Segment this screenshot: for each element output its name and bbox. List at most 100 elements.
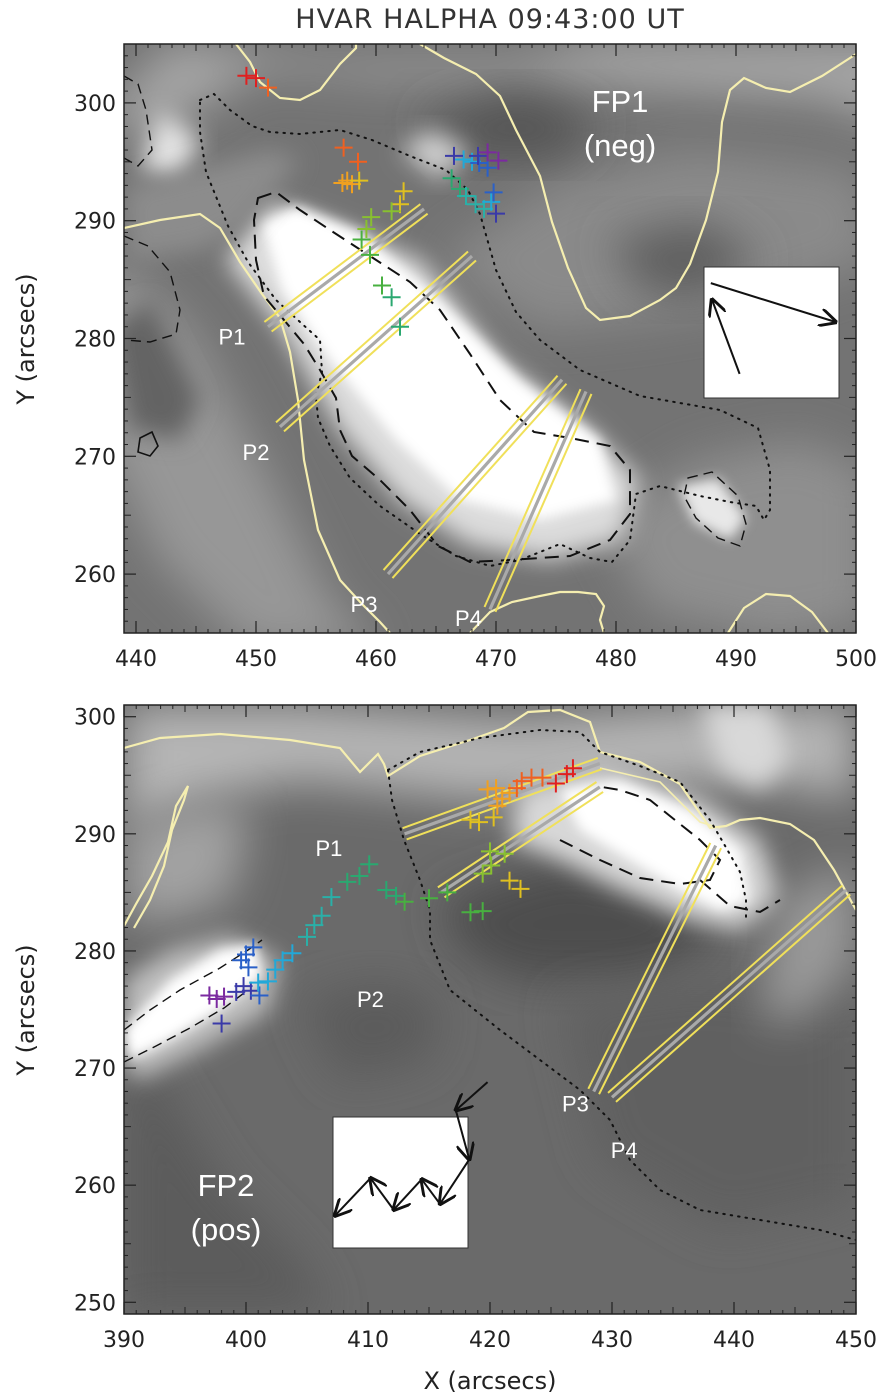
top-kernel-marker <box>470 153 489 172</box>
top-kernel-marker <box>343 175 361 194</box>
top-y-tick-label: 260 <box>74 563 116 588</box>
bottom-panel: P1 P2 P3 P4 FP2 (pos) 390 400 410 420 430 440 450… <box>12 704 877 1395</box>
bottom-kernel-marker <box>234 977 253 996</box>
bottom-kernel-marker <box>470 813 489 832</box>
slit-center <box>440 785 601 894</box>
bottom-kernel-marker <box>239 958 258 977</box>
slit-edge <box>271 212 429 333</box>
top-y-axis-label: Y (arcsecs) <box>12 273 40 405</box>
bottom-x-tick-label: 400 <box>225 1328 267 1353</box>
top-dashed-contour-small <box>683 471 747 547</box>
top-field-contour-upper <box>235 44 358 102</box>
top-kernel-marker <box>489 151 508 170</box>
bottom-kernel-marker <box>322 888 341 907</box>
top-kernel-marker <box>487 204 505 223</box>
bottom-kernel-marker <box>241 981 260 1000</box>
bottom-y-tick-label: 280 <box>74 940 116 965</box>
bottom-kernel-marker <box>481 842 499 861</box>
top-kernel-marker <box>478 158 497 177</box>
bottom-kernel-marker <box>420 889 438 908</box>
bottom-kernel-marker <box>258 972 277 991</box>
bottom-x-tick-label: 450 <box>835 1328 877 1353</box>
bottom-kernel-marker <box>266 960 285 979</box>
slit-center <box>278 254 474 429</box>
top-slit-label-p1: P1 <box>219 324 246 349</box>
top-kernel-marker <box>362 208 381 227</box>
bottom-dotted-contour <box>387 769 856 1241</box>
top-y-tick-label: 290 <box>74 210 116 235</box>
bottom-y-axis-label: Y (arcsecs) <box>12 944 40 1076</box>
top-motion-inset <box>703 266 839 399</box>
top-kernel-marker <box>382 202 401 221</box>
bottom-footpoint-label: FP2 <box>198 1168 255 1203</box>
slit-edge <box>483 388 582 608</box>
bottom-slits <box>402 756 851 1103</box>
bottom-field-contour-upper <box>124 708 856 911</box>
top-slit-label-p3: P3 <box>351 592 378 617</box>
bottom-motion-inset <box>333 1081 489 1249</box>
slit-edge <box>494 393 593 613</box>
top-kernel-marker <box>466 195 485 214</box>
bottom-kernel-marker <box>461 903 480 922</box>
top-kernel-marker <box>391 195 409 214</box>
bottom-motion-arrow <box>454 1109 469 1159</box>
bottom-motion-arrows <box>335 1081 489 1216</box>
bottom-kernel-marker <box>512 772 531 791</box>
bottom-dashed-contour-left2 <box>124 989 249 1063</box>
top-kernel-marker <box>361 245 379 264</box>
slit-edge <box>391 383 568 579</box>
top-kernel-markers <box>237 66 508 336</box>
bottom-dashed-contour-right <box>699 879 781 914</box>
top-field-contour-boundary <box>124 212 391 633</box>
slit-center <box>488 390 588 611</box>
slit-center <box>592 844 718 1093</box>
bottom-kernel-marker <box>500 783 519 802</box>
top-kernel-marker <box>469 146 487 165</box>
top-dashed-contour <box>252 190 631 564</box>
top-slit-label-p2: P2 <box>243 440 270 465</box>
bottom-x-tick-label: 410 <box>347 1328 389 1353</box>
top-kernel-marker <box>391 317 409 336</box>
top-y-tick-label: 280 <box>74 328 116 353</box>
slit-center <box>610 888 848 1099</box>
bottom-slit-label-p4: P4 <box>611 1138 638 1163</box>
bottom-kernel-marker <box>461 810 480 829</box>
bottom-kernel-marker <box>482 856 501 875</box>
bottom-kernel-marker <box>495 844 514 863</box>
bottom-kernel-marker <box>215 987 234 1006</box>
slit-center <box>267 207 425 328</box>
top-kernel-marker <box>445 146 463 165</box>
top-motion-arrow <box>710 282 836 322</box>
top-solid-contour-small <box>137 430 159 457</box>
slit-edge <box>437 781 598 889</box>
slit-edge <box>615 893 851 1103</box>
bottom-kernel-marker <box>212 1014 231 1033</box>
top-y-tick-label: 270 <box>74 445 116 470</box>
top-kernel-marker <box>457 186 475 205</box>
bottom-kernel-marker <box>244 938 263 957</box>
top-kernel-marker <box>259 78 277 97</box>
top-kernel-marker <box>454 150 473 169</box>
bottom-motion-arrow <box>335 1177 372 1215</box>
top-kernel-marker <box>482 192 501 211</box>
top-slit-p4 <box>483 388 593 613</box>
x-axis-label: X (arcsecs) <box>423 1367 556 1395</box>
bottom-x-tick-label: 430 <box>591 1328 633 1353</box>
top-x-tick-label: 500 <box>835 647 877 672</box>
top-motion-arrow <box>712 300 741 375</box>
top-x-tick-label: 450 <box>235 647 277 672</box>
bottom-x-tick-label: 390 <box>103 1328 145 1353</box>
bottom-y-tick-label: 290 <box>74 823 116 848</box>
top-axes: 440 450 460 470 480 490 500 260 270 280 290 300 <box>74 43 877 672</box>
bottom-kernel-marker <box>473 902 492 921</box>
top-x-tick-label: 460 <box>355 647 397 672</box>
top-x-tick-label: 440 <box>115 647 157 672</box>
bottom-slit-p2 <box>437 781 604 899</box>
bottom-kernel-marker <box>207 989 226 1008</box>
bottom-kernel-marker <box>395 892 414 911</box>
top-contours <box>124 44 856 633</box>
bottom-kernel-marker <box>312 906 331 925</box>
slit-edge <box>587 842 712 1090</box>
bottom-kernel-marker <box>200 986 219 1005</box>
